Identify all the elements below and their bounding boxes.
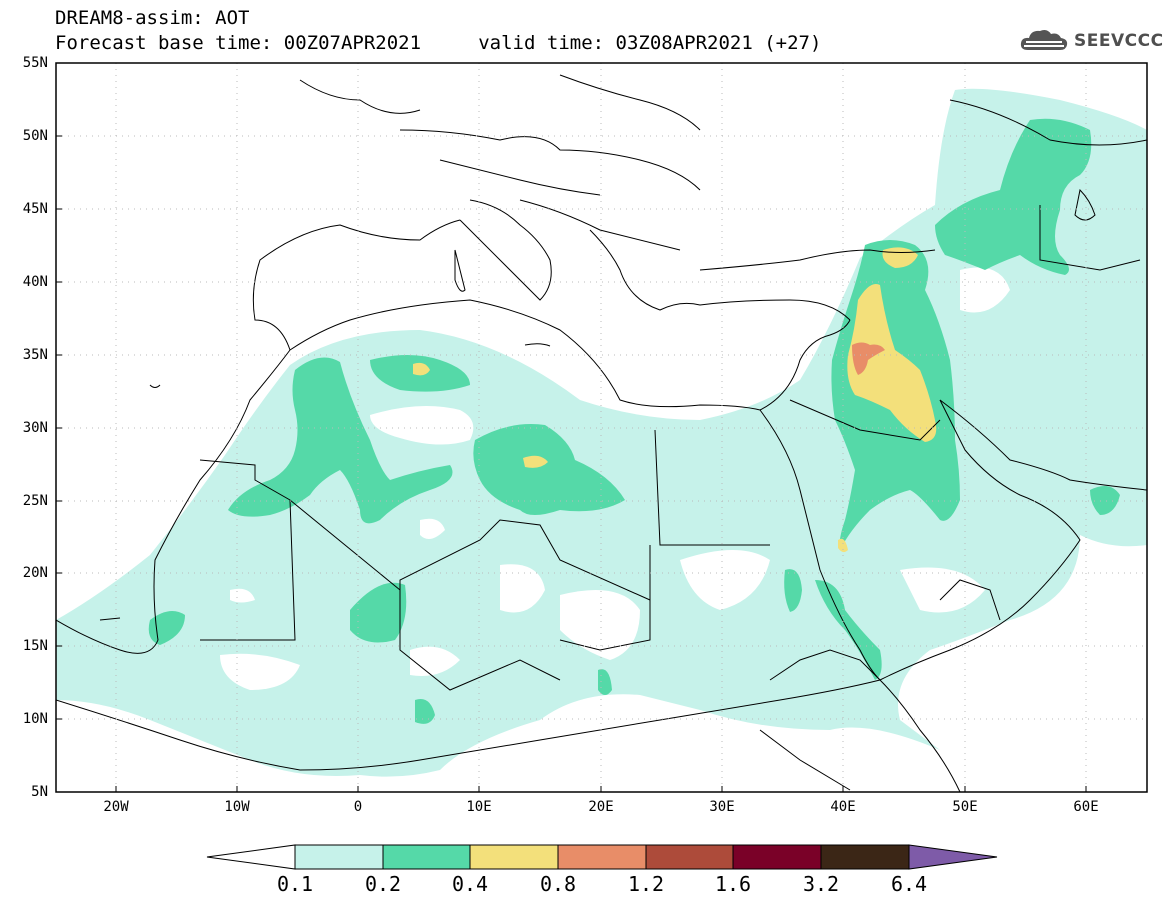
colorbar-swatch-0.8 [557, 844, 647, 870]
lat-label-45n: 45N [22, 201, 48, 217]
colorbar-swatch-0.2 [382, 844, 471, 870]
logo-text: SEEVCCC [1074, 31, 1164, 51]
lat-label-5n: 5N [31, 784, 48, 800]
aot-level-0.8 [852, 342, 885, 375]
lon-label-60e: 60E [1073, 799, 1099, 815]
lon-label-50e: 50E [952, 799, 978, 815]
lat-label-55n: 55N [22, 55, 48, 71]
lat-label-35n: 35N [22, 347, 48, 363]
colorbar-label-0.2: 0.2 [364, 872, 402, 896]
lon-label-30e: 30E [709, 799, 735, 815]
colorbar-over-arrow [908, 844, 998, 870]
colorbar-label-1.6: 1.6 [714, 872, 752, 896]
aot-colorbar [206, 844, 998, 870]
colorbar-label-0.8: 0.8 [539, 872, 577, 896]
coastlines-borders [56, 74, 1147, 792]
lon-label-20e: 20E [588, 799, 614, 815]
colorbar-label-6.4: 6.4 [890, 872, 928, 896]
lat-label-20n: 20N [22, 565, 48, 581]
aot-level-0.4-clear-holes [220, 267, 1010, 690]
colorbar-label-0.1: 0.1 [276, 872, 314, 896]
lon-label-0: 0 [353, 799, 363, 815]
axis-ticks [56, 62, 1087, 792]
colorbar-label-0.4: 0.4 [451, 872, 489, 896]
colorbar-swatch-0.4 [469, 844, 559, 870]
lat-label-40n: 40N [22, 274, 48, 290]
forecast-time-line: Forecast base time: 00Z07APR2021 valid t… [55, 32, 822, 54]
lat-label-30n: 30N [22, 420, 48, 436]
lat-label-50n: 50N [22, 128, 48, 144]
colorbar-under-arrow [206, 844, 296, 870]
colorbar-swatch-1.6 [732, 844, 822, 870]
colorbar-swatch-3.2 [820, 844, 910, 870]
lon-label-40e: 40E [830, 799, 856, 815]
lat-label-15n: 15N [22, 638, 48, 654]
map-title: DREAM8-assim: AOT [55, 7, 250, 29]
colorbar-swatch-0.1 [294, 844, 384, 870]
lon-label-10w: 10W [224, 799, 250, 815]
colorbar-swatch-1.2 [645, 844, 734, 870]
aot-level-0.2 [148, 118, 1120, 724]
lat-label-25n: 25N [22, 493, 48, 509]
lon-label-20w: 20W [103, 799, 129, 815]
lon-label-10e: 10E [466, 799, 492, 815]
lat-label-10n: 10N [22, 711, 48, 727]
colorbar-label-1.2: 1.2 [627, 872, 665, 896]
seevccc-logo: SEEVCCC [1018, 26, 1164, 56]
cloud-icon [1020, 30, 1068, 50]
colorbar-label-3.2: 3.2 [802, 872, 840, 896]
